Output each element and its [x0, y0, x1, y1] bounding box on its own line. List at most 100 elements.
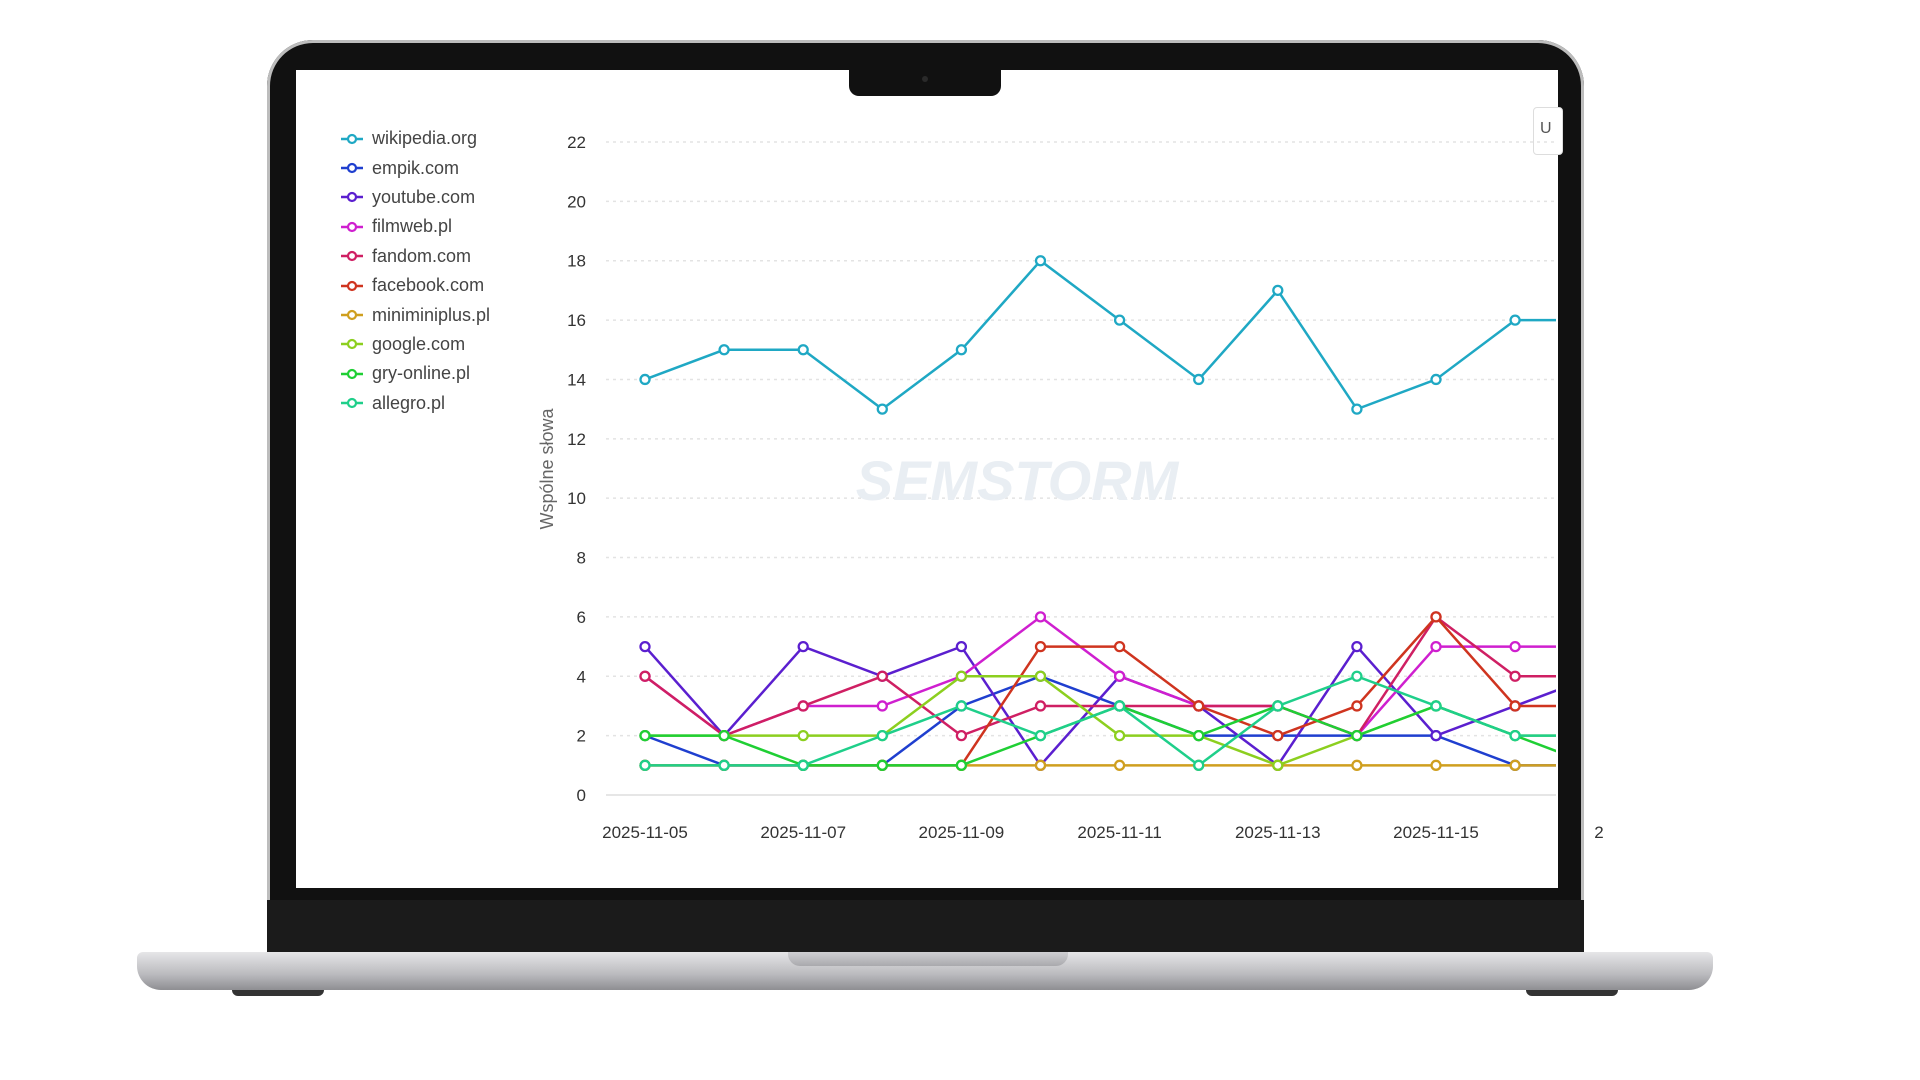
- data-point[interactable]: [955, 670, 968, 682]
- data-point[interactable]: [1590, 642, 1599, 651]
- data-point[interactable]: [1272, 284, 1284, 297]
- data-point[interactable]: [955, 640, 968, 653]
- data-point[interactable]: [1430, 373, 1442, 386]
- data-point[interactable]: [1590, 731, 1599, 740]
- data-point[interactable]: [718, 759, 730, 771]
- data-point[interactable]: [1272, 700, 1284, 712]
- data-point[interactable]: [1272, 729, 1284, 742]
- data-point[interactable]: [1034, 729, 1047, 742]
- data-point[interactable]: [639, 373, 651, 386]
- edge-button[interactable]: U: [1533, 107, 1563, 155]
- data-point[interactable]: [876, 729, 888, 742]
- data-point[interactable]: [876, 403, 888, 415]
- data-point[interactable]: [1193, 373, 1205, 386]
- legend-item[interactable]: youtube.com: [340, 183, 490, 212]
- data-point[interactable]: [1034, 670, 1047, 682]
- data-point[interactable]: [1351, 403, 1363, 415]
- screen: [296, 70, 1558, 888]
- data-point[interactable]: [1193, 700, 1205, 712]
- data-point[interactable]: [1430, 611, 1442, 623]
- data-point[interactable]: [1113, 314, 1126, 326]
- y-tick-label: 20: [567, 192, 586, 211]
- data-point[interactable]: [1430, 700, 1442, 712]
- data-point[interactable]: [1430, 759, 1442, 771]
- data-point[interactable]: [1351, 729, 1363, 742]
- legend-item[interactable]: miniminiplus.pl: [340, 300, 490, 329]
- data-point[interactable]: [1113, 640, 1126, 653]
- data-point[interactable]: [955, 700, 968, 712]
- data-point[interactable]: [1509, 759, 1521, 771]
- y-tick-label: 6: [577, 608, 586, 627]
- legend-marker-icon: [341, 192, 363, 203]
- data-point[interactable]: [1351, 759, 1363, 771]
- data-point[interactable]: [876, 759, 888, 771]
- y-tick-label: 2: [577, 727, 586, 746]
- data-point[interactable]: [1351, 640, 1363, 653]
- legend-item[interactable]: filmweb.pl: [340, 212, 490, 241]
- data-point[interactable]: [876, 700, 888, 712]
- data-point[interactable]: [1509, 314, 1521, 326]
- data-point[interactable]: [955, 344, 968, 356]
- data-point[interactable]: [718, 344, 730, 356]
- data-point[interactable]: [797, 344, 809, 356]
- data-point[interactable]: [797, 700, 809, 712]
- data-point[interactable]: [797, 729, 809, 742]
- legend-item[interactable]: facebook.com: [340, 271, 490, 300]
- data-point[interactable]: [1590, 672, 1599, 681]
- data-point[interactable]: [1034, 611, 1047, 623]
- data-point[interactable]: [1113, 729, 1126, 742]
- data-point[interactable]: [1113, 670, 1126, 682]
- data-point[interactable]: [1034, 759, 1047, 771]
- series-wikipedia.org: [639, 255, 1599, 415]
- data-point[interactable]: [1351, 700, 1363, 712]
- data-point[interactable]: [639, 759, 651, 771]
- data-point[interactable]: [1509, 640, 1521, 653]
- data-point[interactable]: [1351, 670, 1363, 682]
- data-point[interactable]: [1113, 700, 1126, 712]
- legend-item[interactable]: fandom.com: [340, 242, 490, 271]
- data-point[interactable]: [1590, 701, 1599, 710]
- legend-label: wikipedia.org: [372, 128, 478, 149]
- data-point[interactable]: [1430, 729, 1442, 742]
- data-point[interactable]: [1509, 729, 1521, 742]
- data-point[interactable]: [1590, 761, 1599, 770]
- data-point[interactable]: [1590, 731, 1599, 740]
- data-point[interactable]: [639, 640, 651, 653]
- data-point[interactable]: [1590, 316, 1599, 325]
- data-point[interactable]: [955, 759, 968, 771]
- legend-label: allegro.pl: [372, 392, 446, 413]
- legend-item[interactable]: empik.com: [340, 153, 490, 182]
- data-point[interactable]: [797, 640, 809, 653]
- data-point[interactable]: [1590, 761, 1599, 770]
- series-google.com: [639, 670, 1599, 771]
- data-point[interactable]: [1509, 700, 1521, 712]
- data-point[interactable]: [718, 729, 730, 742]
- legend-item[interactable]: allegro.pl: [340, 389, 490, 418]
- data-point[interactable]: [1034, 640, 1047, 653]
- data-point[interactable]: [1590, 761, 1599, 770]
- series-line: [645, 675, 1556, 767]
- data-point[interactable]: [1272, 759, 1284, 771]
- data-point[interactable]: [876, 670, 888, 682]
- legend-marker-icon: [341, 309, 363, 321]
- legend-item[interactable]: wikipedia.org: [340, 124, 490, 153]
- legend-marker-icon: [341, 398, 363, 409]
- legend-item[interactable]: gry-online.pl: [340, 359, 490, 388]
- data-point[interactable]: [955, 729, 968, 742]
- data-point[interactable]: [1509, 670, 1521, 682]
- data-point[interactable]: [1193, 759, 1205, 771]
- data-point[interactable]: [1430, 640, 1442, 653]
- data-point[interactable]: [639, 670, 651, 682]
- data-point[interactable]: [1113, 759, 1126, 771]
- data-point[interactable]: [1590, 672, 1599, 681]
- y-axis-title: Wspólne słowa: [537, 407, 557, 529]
- legend-item[interactable]: google.com: [340, 330, 490, 359]
- data-point[interactable]: [639, 729, 651, 742]
- laptop-chin: [267, 900, 1584, 955]
- data-point[interactable]: [1193, 729, 1205, 742]
- x-tick-label: 2025-11-15: [1393, 823, 1479, 842]
- data-point[interactable]: [1034, 255, 1047, 267]
- data-point[interactable]: [797, 759, 809, 771]
- data-point[interactable]: [1034, 700, 1047, 712]
